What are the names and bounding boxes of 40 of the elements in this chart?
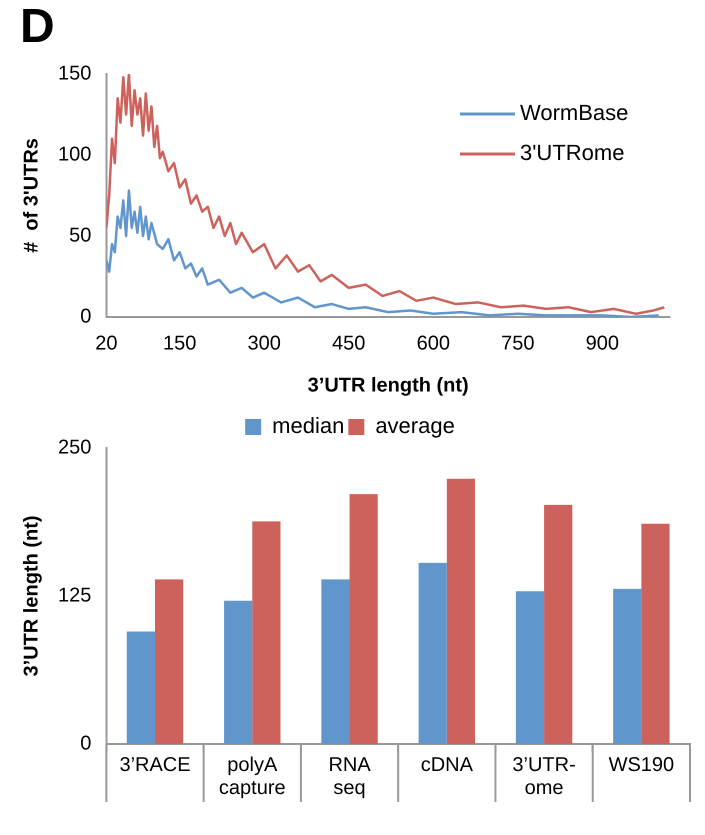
- x-tick-label: 900: [586, 332, 620, 355]
- text: D: [19, 0, 56, 54]
- bar: [321, 579, 350, 744]
- y-tick-label: 125: [58, 584, 92, 607]
- x-tick-label: cDNA: [420, 754, 474, 776]
- y-tick-label: 0: [80, 732, 92, 755]
- y-tick-label: 100: [58, 144, 92, 166]
- legend-label: WormBase: [520, 100, 628, 126]
- y-tick-label: 150: [58, 62, 92, 85]
- bar: [155, 579, 184, 744]
- bar: [544, 504, 572, 744]
- x-tick-label: 300: [248, 332, 281, 355]
- y-axis-title: # of 3'UTRs: [20, 138, 43, 253]
- bar: [252, 521, 280, 744]
- bar: [418, 562, 447, 744]
- y-axis-title: 3’UTR length (nt): [20, 515, 43, 677]
- x-tick-label: WS190: [608, 754, 674, 776]
- legend-label: average: [375, 413, 455, 438]
- x-axis-title: 3’UTR length (nt): [308, 374, 469, 397]
- x-tick-label: polyA capture: [218, 754, 286, 800]
- bar: [446, 478, 476, 744]
- bar: [224, 600, 252, 744]
- bar: [641, 524, 670, 744]
- legend-label: median: [272, 413, 344, 438]
- bar: [350, 494, 378, 744]
- y-tick-label: 250: [58, 436, 92, 459]
- x-tick-label: 450: [332, 332, 366, 355]
- x-tick-label: 20: [95, 332, 118, 355]
- y-tick-label: 50: [69, 224, 92, 247]
- x-tick-label: 750: [501, 332, 535, 355]
- y-tick-label: 0: [80, 306, 92, 328]
- bar: [516, 591, 544, 744]
- x-tick-label: 600: [416, 332, 450, 355]
- x-tick-label: 150: [162, 332, 196, 355]
- x-tick-label: 3’RACE: [119, 754, 191, 776]
- bar: [126, 632, 156, 744]
- bar: [613, 588, 642, 744]
- x-tick-label: 3’UTR-ome: [512, 754, 576, 800]
- x-tick-label: RNA seq: [328, 754, 372, 800]
- legend-label: 3'UTRome: [520, 140, 624, 166]
